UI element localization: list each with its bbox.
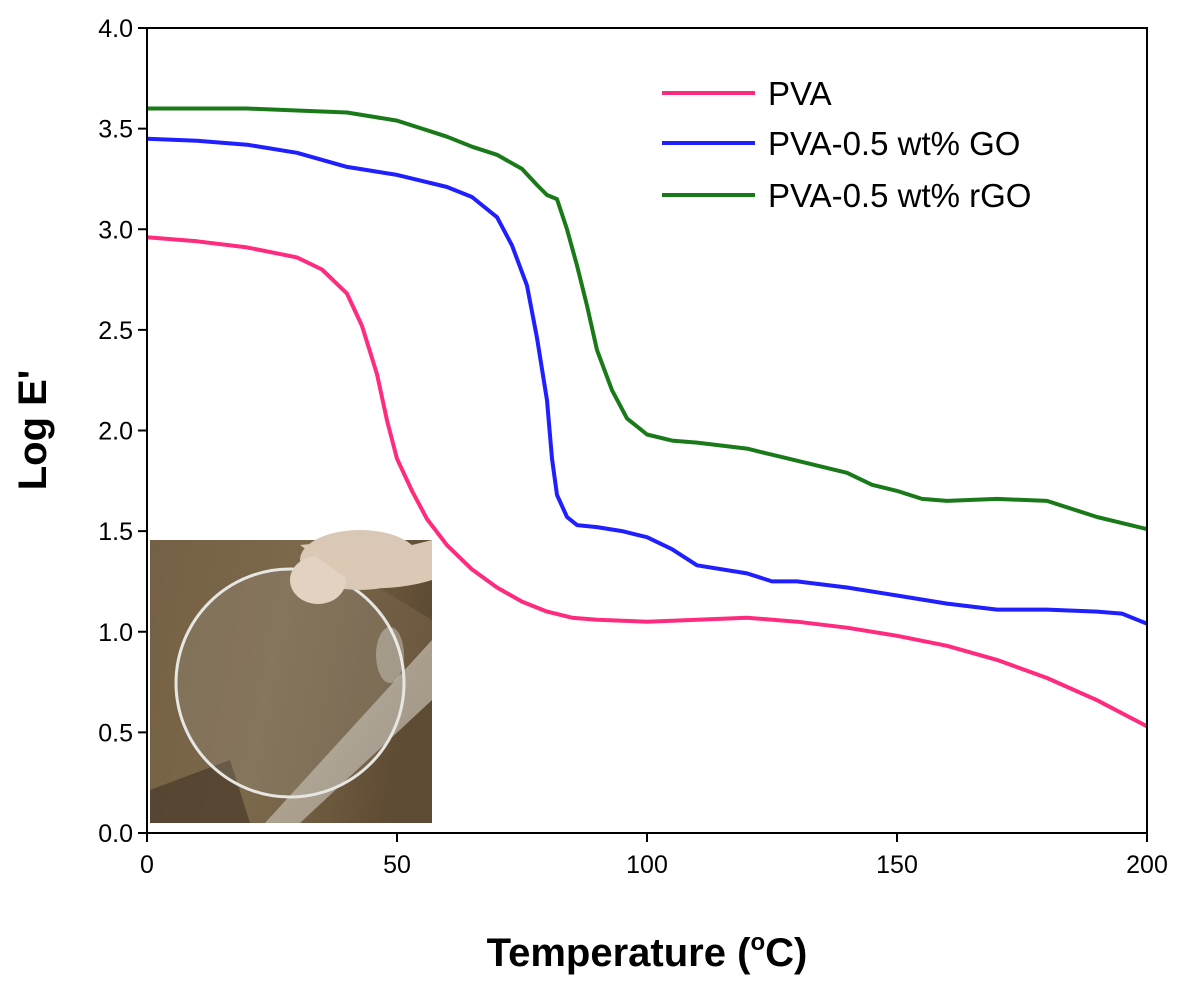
series-lines [146,106,1148,729]
x-tick-label: 200 [1126,851,1168,879]
y-tick-label: 0.5 [98,719,133,747]
inset-photo [150,530,432,823]
x-axis-title-tail: C) [765,931,807,975]
x-axis-title-sup: o [750,929,765,956]
x-tick-label: 150 [876,851,918,879]
series-line-rgo [147,106,1148,532]
legend-label-go: PVA-0.5 wt% GO [768,125,1020,162]
legend-label-pva: PVA [768,75,832,112]
x-tick-label: 100 [626,851,668,879]
plot-frame [146,27,1148,834]
y-axis-title: Log E' [11,370,55,491]
y-tick-label: 2.0 [98,418,133,446]
x-axis-title: Temperature (oC) [487,929,808,975]
y-tick-label: 3.0 [98,216,133,244]
x-tick-label: 0 [140,851,154,879]
series-line-pva [146,235,1148,729]
axis-ticks: 0 50 100 150 200 0.0 0.5 1.0 1.5 2.0 2.5 3.0 3.5 4.0 [98,15,1168,879]
y-tick-label: 0.0 [98,820,133,848]
y-tick-label: 1.5 [98,518,133,546]
x-axis-title-main: Temperature ( [487,931,751,975]
legend: PVA PVA-0.5 wt% GO PVA-0.5 wt% rGO [662,75,1031,214]
y-tick-label: 4.0 [98,15,133,43]
legend-label-rgo: PVA-0.5 wt% rGO [768,177,1031,214]
x-tick-label: 50 [383,851,411,879]
series-line-go [146,136,1148,626]
y-tick-label: 3.5 [98,116,133,144]
y-tick-label: 1.0 [98,619,133,647]
y-tick-label: 2.5 [98,317,133,345]
